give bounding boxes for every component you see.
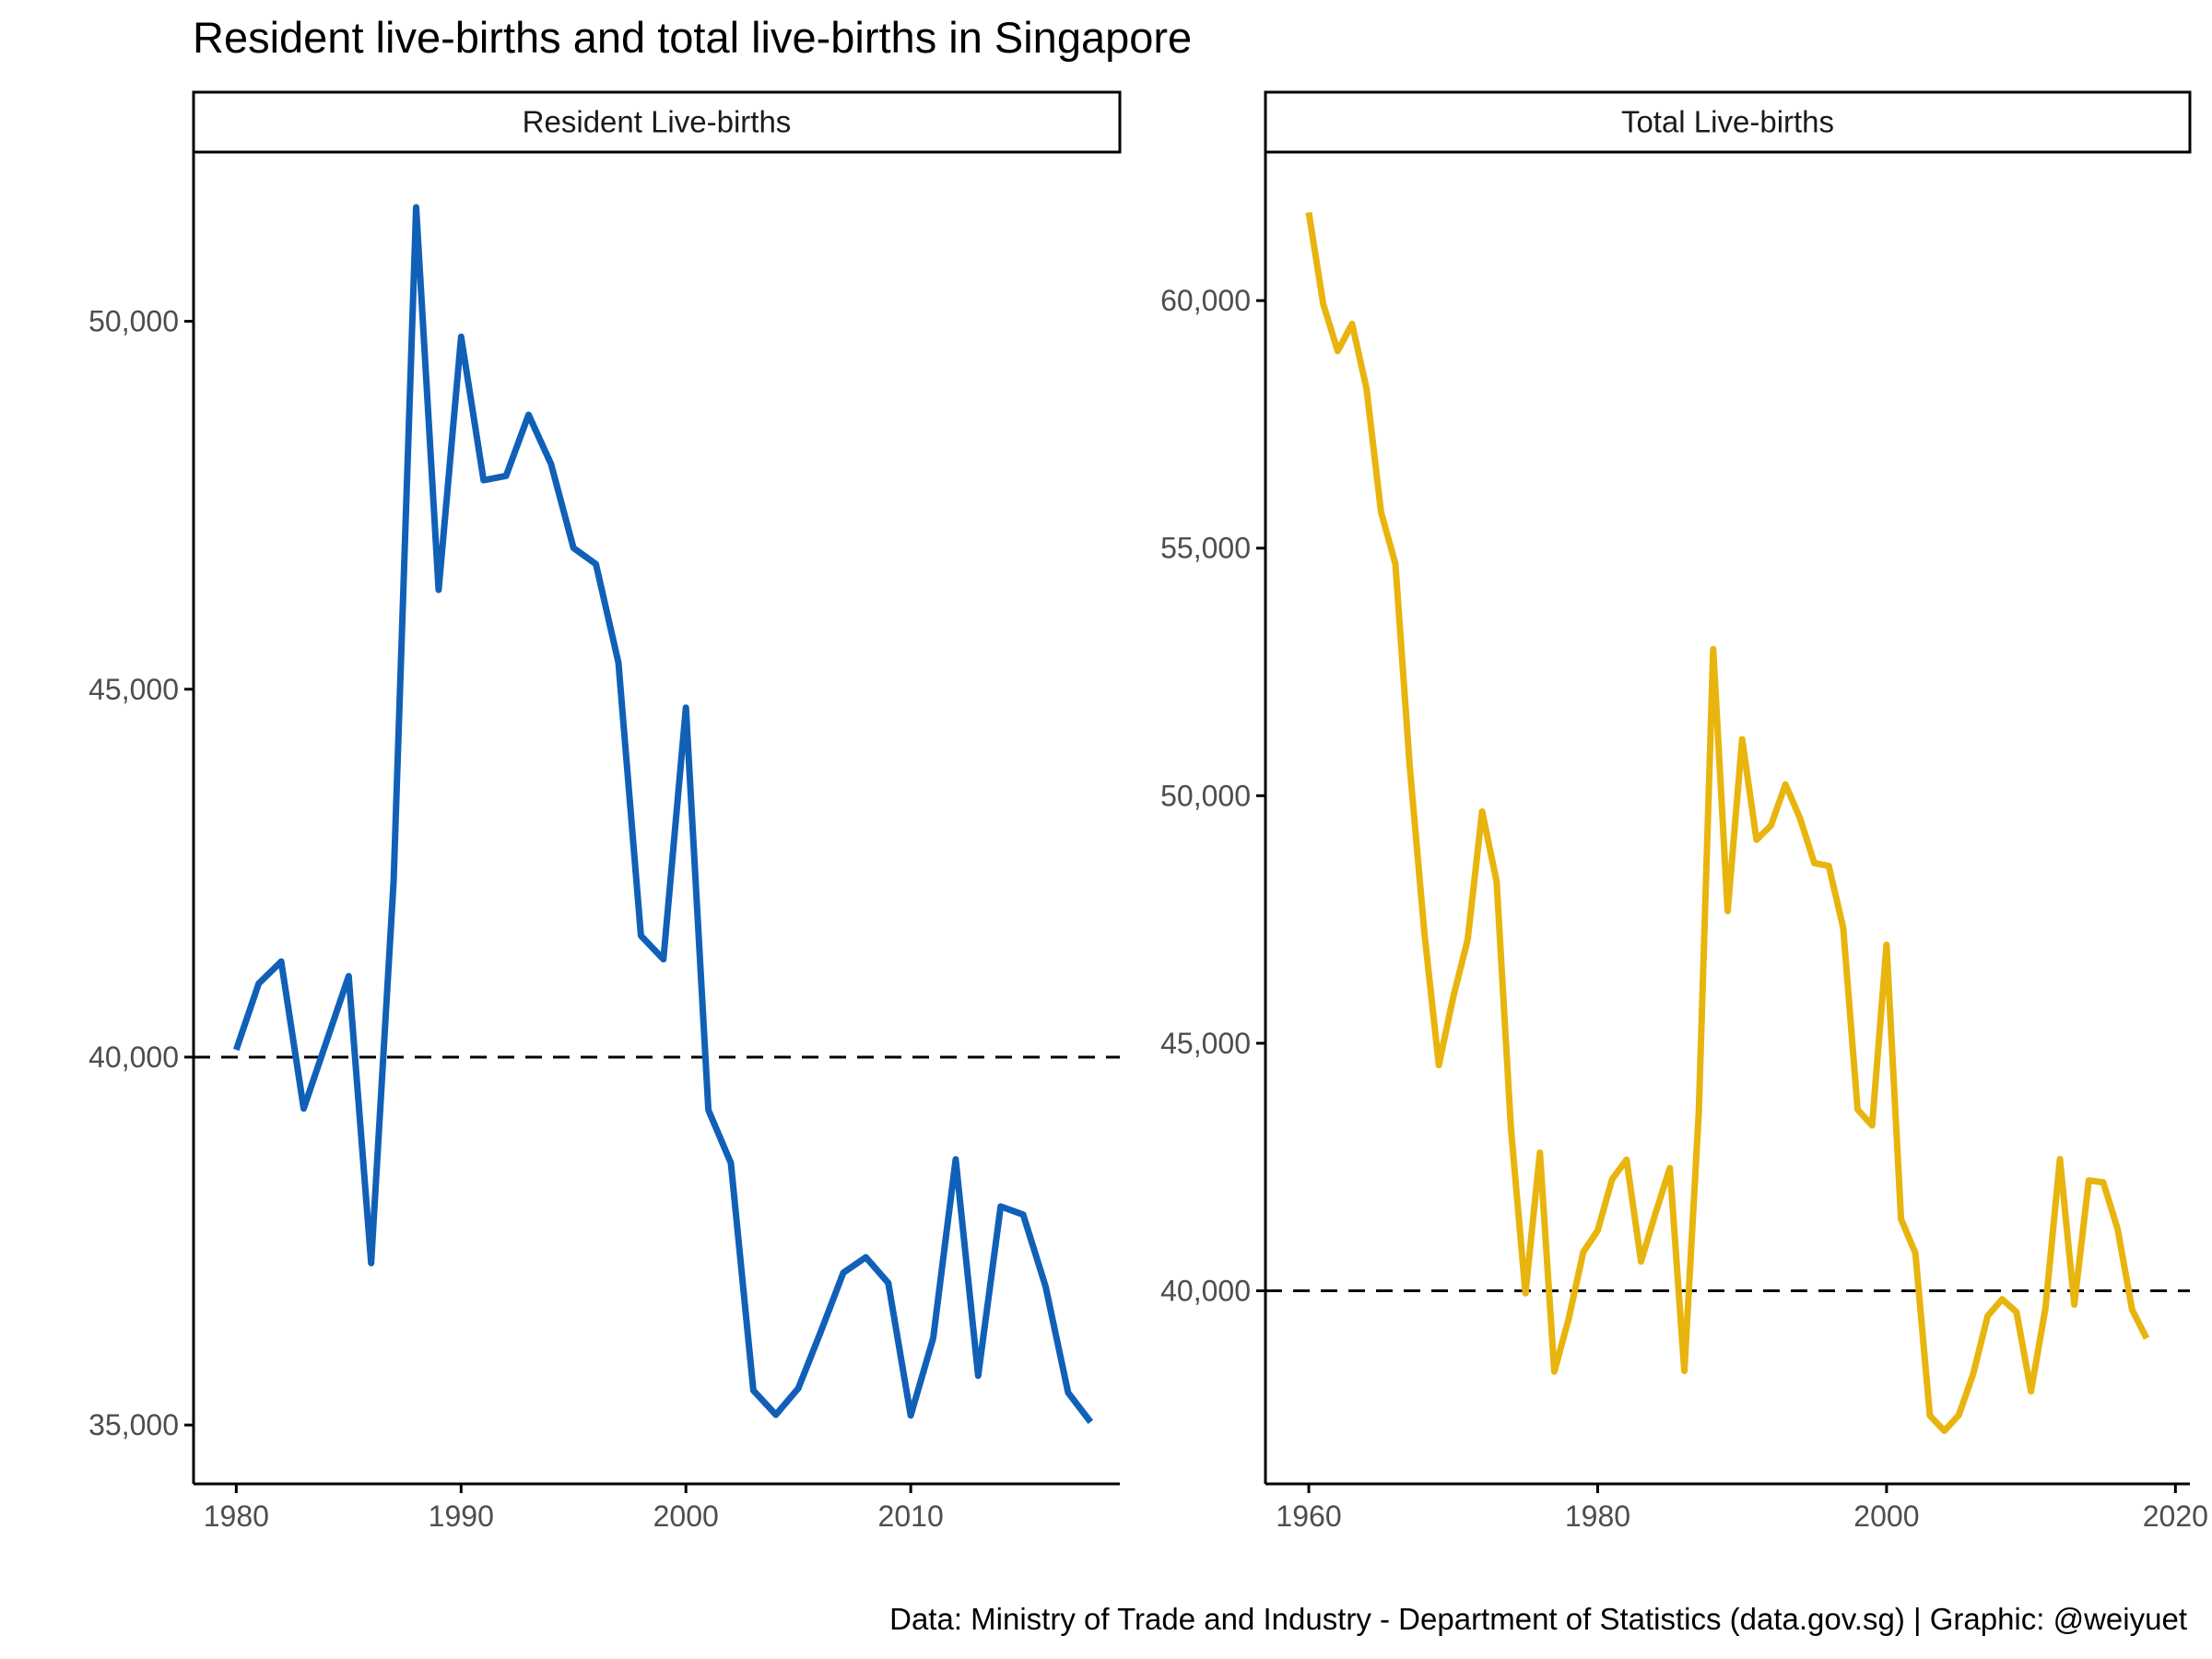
x-tick-label: 2010 <box>878 1500 944 1533</box>
facet-strip <box>1264 90 2192 154</box>
chart-caption: Data: Ministry of Trade and Industry - D… <box>889 1602 2187 1636</box>
x-tick-label: 1960 <box>1276 1500 1341 1533</box>
y-tick-label: 45,000 <box>1160 1027 1251 1060</box>
x-tick-label: 2000 <box>1853 1500 1919 1533</box>
series-line-resident-live-births <box>232 204 1094 1425</box>
x-tick-label: 1990 <box>429 1500 494 1533</box>
y-tick-label: 40,000 <box>1160 1275 1251 1308</box>
panel-total-live-births: Total Live-births 40,000 45,000 50,000 55,00… <box>1160 90 2208 1533</box>
facet-strip-label: Total Live-births <box>1621 105 1834 139</box>
panel-resident-live-births: Resident Live-births 35,000 40,000 45,000 50… <box>88 90 1122 1533</box>
x-tick-label: 1980 <box>204 1500 269 1533</box>
y-tick-label: 50,000 <box>1160 779 1251 812</box>
y-tick-label: 55,000 <box>1160 532 1251 565</box>
x-tick-label: 2020 <box>2143 1500 2208 1533</box>
facet-strip <box>192 90 1122 154</box>
facet-strip-label: Resident Live-births <box>523 105 792 139</box>
x-tick-label: 2000 <box>653 1500 719 1533</box>
series-line-total-live-births <box>1305 211 2150 1434</box>
y-tick-label: 45,000 <box>88 673 179 706</box>
y-tick-label: 50,000 <box>88 305 179 338</box>
chart-title: Resident live-births and total live-birt… <box>193 13 1192 62</box>
y-tick-label: 35,000 <box>88 1408 179 1441</box>
x-tick-label: 1980 <box>1565 1500 1630 1533</box>
y-tick-label: 60,000 <box>1160 284 1251 317</box>
y-tick-label: 40,000 <box>88 1041 179 1074</box>
